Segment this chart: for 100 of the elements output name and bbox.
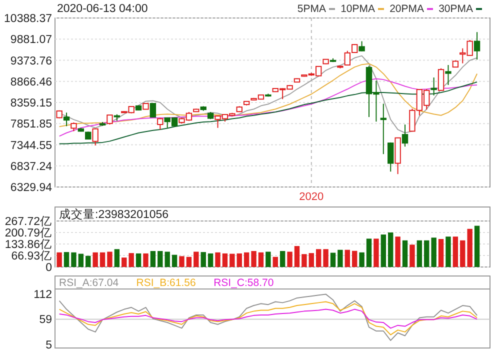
bar <box>474 226 480 267</box>
bar <box>258 252 264 267</box>
candlestick <box>445 64 452 86</box>
line-series <box>58 308 478 329</box>
bar <box>452 236 458 267</box>
candlestick <box>388 142 394 172</box>
bar <box>380 234 386 267</box>
bar <box>92 252 98 267</box>
bar <box>330 252 336 267</box>
bar <box>251 251 256 267</box>
text: RSI_C:58.70 <box>214 277 274 289</box>
bar <box>308 253 314 267</box>
chart-title: 2020-06-13 04:00 <box>57 3 148 15</box>
bar <box>438 238 444 267</box>
y-tick-label: 200.79亿 <box>4 226 52 240</box>
candlestick <box>380 103 387 155</box>
bar <box>280 251 286 267</box>
bar <box>446 236 451 267</box>
x-tick-label: 2020 <box>299 191 324 203</box>
bar <box>100 252 106 267</box>
bar <box>179 256 184 267</box>
y-tick-label: 267.72亿 <box>4 215 52 228</box>
candlestick <box>63 112 70 127</box>
bar <box>416 240 422 267</box>
y-tick-label: 8359.15 <box>10 98 52 110</box>
text: RSI_B:61.56 <box>136 277 196 289</box>
bar <box>200 252 206 267</box>
bar <box>64 252 70 267</box>
bar <box>107 252 112 267</box>
y-tick-label: 59 <box>39 314 52 326</box>
legend-label: 30PMA <box>438 3 473 15</box>
bar <box>128 253 134 267</box>
bar <box>323 249 328 267</box>
y-tick-label: 0 <box>46 262 52 274</box>
bar <box>186 256 192 267</box>
bar <box>164 252 170 267</box>
bar <box>344 250 350 267</box>
line-series <box>58 63 478 128</box>
candlestick <box>430 76 437 96</box>
bar <box>374 238 379 267</box>
bar <box>460 240 466 267</box>
candlestick <box>150 103 156 118</box>
bar <box>266 252 271 267</box>
bar <box>78 254 84 267</box>
bar <box>194 252 199 267</box>
legend-label: 20PMA <box>390 3 424 15</box>
bar <box>215 252 220 267</box>
bar <box>467 228 472 267</box>
chart-title: 成交量:23983201056 <box>59 207 169 221</box>
bar <box>272 256 278 267</box>
bar <box>402 240 408 267</box>
candlestick <box>402 124 408 148</box>
y-tick-label: 9373.76 <box>10 55 52 68</box>
bar <box>410 244 415 267</box>
bar <box>352 250 358 267</box>
candlestick <box>438 68 444 92</box>
bar <box>172 254 178 267</box>
legend-label: 10PMA <box>340 3 375 15</box>
bar <box>158 251 163 267</box>
bar <box>56 252 62 267</box>
bar <box>338 250 343 267</box>
bar <box>424 240 430 267</box>
bar <box>86 256 91 267</box>
y-tick-label: 66.93亿 <box>11 250 52 263</box>
bar <box>431 238 436 267</box>
y-tick-label: 112 <box>34 289 52 302</box>
bar <box>71 252 76 267</box>
bar <box>302 254 307 267</box>
bar <box>236 253 242 267</box>
y-tick-label: 5 <box>46 340 52 350</box>
y-tick-label: 6837.24 <box>10 160 53 173</box>
candlestick <box>474 32 480 60</box>
line-series <box>58 78 478 137</box>
bar <box>122 258 127 267</box>
y-tick-label: 7851.85 <box>10 118 52 131</box>
y-tick-label: 7344.55 <box>10 140 52 152</box>
y-tick-label: 10388.37 <box>4 13 52 26</box>
line-series <box>58 294 478 341</box>
y-tick-label: 133.86亿 <box>4 238 52 252</box>
bar <box>316 249 322 267</box>
bar <box>222 253 228 267</box>
candlestick <box>92 128 98 146</box>
candlestick <box>358 40 365 52</box>
y-tick-label: 8866.46 <box>10 76 52 88</box>
bar <box>244 252 250 267</box>
bar <box>366 238 372 267</box>
bar <box>395 236 400 267</box>
bar <box>294 246 300 267</box>
bar <box>208 253 214 267</box>
bar <box>136 253 142 267</box>
bar <box>359 252 364 267</box>
series-label: RSI_A:67.04 <box>59 277 119 289</box>
line-series <box>58 301 478 336</box>
bar <box>388 232 394 267</box>
y-tick-label: 9881.07 <box>10 34 52 46</box>
bar <box>143 253 148 267</box>
bar <box>230 254 235 267</box>
y-tick-label: 6329.94 <box>10 182 53 194</box>
line-series <box>58 82 478 144</box>
bar <box>114 249 120 267</box>
